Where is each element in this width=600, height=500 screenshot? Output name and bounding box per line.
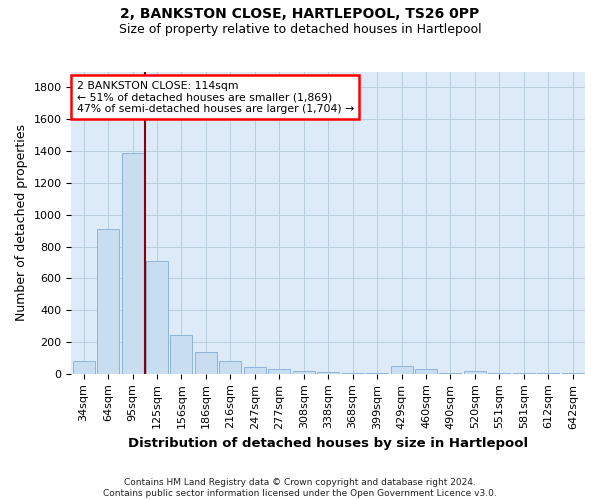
- Bar: [513, 373, 535, 374]
- Bar: [244, 366, 266, 374]
- Bar: [122, 152, 143, 374]
- Bar: [439, 373, 461, 374]
- Bar: [97, 229, 119, 374]
- Bar: [391, 366, 413, 374]
- Y-axis label: Number of detached properties: Number of detached properties: [15, 124, 28, 321]
- Bar: [464, 370, 486, 374]
- Text: Size of property relative to detached houses in Hartlepool: Size of property relative to detached ho…: [119, 22, 481, 36]
- Bar: [415, 369, 437, 374]
- Bar: [220, 361, 241, 374]
- Bar: [341, 373, 364, 374]
- Bar: [170, 335, 193, 374]
- Bar: [73, 361, 95, 374]
- X-axis label: Distribution of detached houses by size in Hartlepool: Distribution of detached houses by size …: [128, 437, 528, 450]
- Bar: [195, 352, 217, 374]
- Bar: [268, 369, 290, 374]
- Bar: [317, 372, 339, 374]
- Text: 2 BANKSTON CLOSE: 114sqm
← 51% of detached houses are smaller (1,869)
47% of sem: 2 BANKSTON CLOSE: 114sqm ← 51% of detach…: [77, 80, 354, 114]
- Bar: [146, 261, 168, 374]
- Bar: [562, 373, 584, 374]
- Bar: [538, 373, 559, 374]
- Bar: [293, 370, 315, 374]
- Text: 2, BANKSTON CLOSE, HARTLEPOOL, TS26 0PP: 2, BANKSTON CLOSE, HARTLEPOOL, TS26 0PP: [121, 8, 479, 22]
- Bar: [488, 373, 511, 374]
- Bar: [366, 373, 388, 374]
- Text: Contains HM Land Registry data © Crown copyright and database right 2024.
Contai: Contains HM Land Registry data © Crown c…: [103, 478, 497, 498]
